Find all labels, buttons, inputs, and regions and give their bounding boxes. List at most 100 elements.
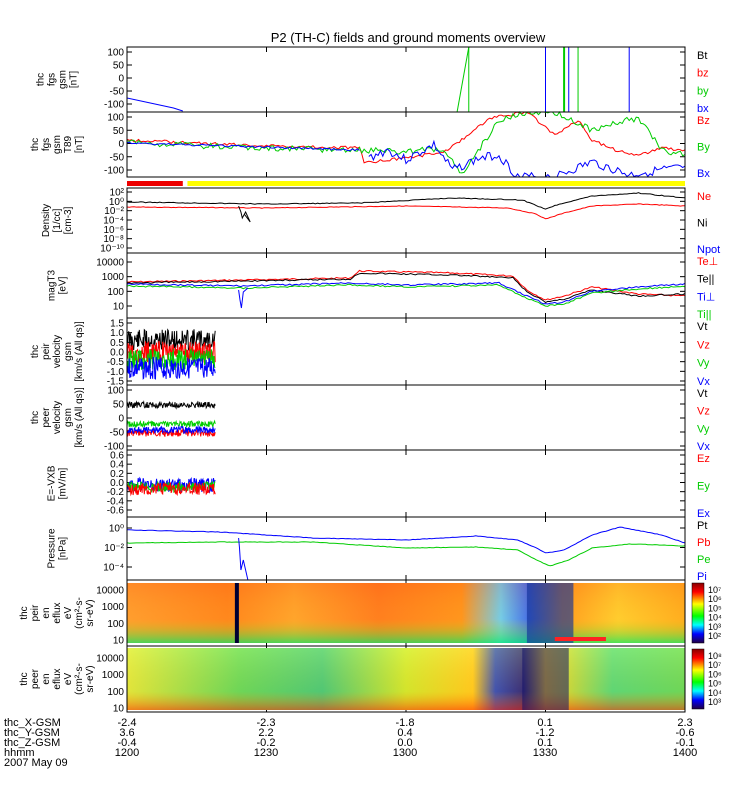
ylabel-line: en [41,607,52,618]
legend-bt: Bt [697,50,707,62]
series-pi [127,526,686,554]
legend-pi: Pi [697,571,707,583]
y-tick-label: 10⁰ [109,524,124,535]
orbit-label-z: thc_Z-GSM [4,737,60,749]
series-bx-early [126,141,360,152]
ylabel-line: sr-eV) [85,665,96,692]
ylabel-line: thc [30,411,41,424]
time-axis-value: -1.8 [396,717,415,729]
ion-spectrogram-band [554,637,606,641]
y-tick-label: -1.0 [107,367,125,378]
ylabel-line: fgs [47,73,58,86]
y-tick-label: 0 [118,139,124,150]
y-tick-label: -0.4 [107,496,125,507]
panel-1-ylabel: thcfgsgsm[nT] [36,70,80,89]
ylabel-line: Density [41,204,52,237]
ylabel-line: eflux [52,602,63,623]
legend-by: By [697,142,710,154]
series-bx [368,139,686,178]
panel-3: Density[1/cc][cm-3]10²10⁰10⁻²10⁻⁴10⁻⁶10⁻… [41,188,720,257]
time-axis-table: thc_X-GSM thc_Y-GSM thc_Z-GSM hhmm 2007 … [4,717,697,769]
panel-10: thcpeerenefluxeV(cm²-s-sr-eV)10000 1000 10… [19,646,722,715]
panel-2: thcfgsgsmT89[nT] 100 50 0 -50 -100 Bz By Bx [30,110,710,180]
ylabel-line: [nT] [69,71,80,88]
panel-8-ylabel: Pressure[nPa] [47,528,69,568]
ylabel-line: thc [36,73,47,86]
y-tick-label: 1.0 [110,328,124,339]
y-tick-label: 1000 [102,272,125,283]
time-axis-value: -2.4 [118,717,137,729]
time-axis-value: -0.2 [257,737,276,749]
y-tick-label: 10 [113,636,125,647]
ylabel-line: eV [63,673,74,686]
y-tick-label: 10000 [96,654,124,665]
series-peer-velocity [126,424,216,435]
y-tick-label: -0.6 [107,506,125,517]
series-by [126,110,686,174]
panel-4-ylabel: magT3[eV] [47,270,69,302]
legend-npot: Npot [697,244,720,256]
orbit-label-y: thc_Y-GSM [4,727,60,739]
time-axis-value: 1330 [533,747,557,759]
ylabel-line: (cm²-s- [74,597,85,629]
colorbar-tick: 10⁸ [708,651,722,661]
y-tick-label: -50 [110,87,125,98]
series-bz [126,111,686,164]
y-tick-label: 10 [113,302,125,313]
ylabel-line: fgs [41,138,52,151]
ylabel-line: peir [30,604,41,621]
colorbar-tick: 10³ [708,697,721,707]
colorbar-tick: 10⁵ [708,679,722,689]
ylabel-line: peer [30,668,41,689]
ylabel-line: [mV/m] [58,467,69,499]
y-tick-label: 100 [107,386,124,397]
y-tick-label: 1000 [102,670,125,681]
ylabel-line: gsm [58,70,69,89]
panel-frame [126,384,686,451]
ylabel-line: T89 [63,135,74,153]
legend-pt: Pt [697,520,707,532]
series-ti-par [126,283,686,307]
panel-1: thcfgsgsm[nT] 100 50 0 -50 -100 Bt bz by bx [36,46,709,115]
time-axis-value: 3.6 [119,727,134,739]
series-bx-fgs [126,97,183,112]
series-peir-velocity [126,356,216,380]
panel-6: thcpeervelocitygsm[km/s (All qs)] 100 50 0 -… [30,385,710,453]
plot-date: 2007 May 09 [4,757,68,769]
y-tick-label: -100 [104,442,124,453]
series-ne [126,203,686,220]
ylabel-line: thc [30,138,41,151]
ylabel-line: E=-VXB [47,465,58,501]
legend-vx: Vx [697,441,710,453]
colorbar-tick: 10⁶ [708,594,722,604]
panel-2-ylabel: thcfgsgsmT89[nT] [30,135,85,154]
legend-pe: Pe [697,554,710,566]
ylabel-line: sr-eV) [85,599,96,626]
y-tick-label: -0.5 [107,357,125,368]
y-tick-label: -100 [104,166,124,177]
colorbar-tick: 10⁷ [708,660,721,670]
y-tick-label: 100 [107,287,124,298]
time-axis-value: 0.4 [397,727,412,739]
ylabel-line: magT3 [47,270,58,302]
ion-spectrogram-dropout [526,583,574,643]
ylabel-line: peer [41,407,52,428]
ylabel-line: [nT] [74,136,85,153]
ylabel-line: thc [19,606,30,619]
series-ti-perp [126,281,686,305]
panel-9-ylabel: thcpeirenefluxeV(cm²-s-sr-eV) [19,597,96,629]
y-tick-label: 10000 [96,586,124,597]
ylabel-line: [cm-3] [63,206,74,234]
legend-vx: Vx [697,376,710,388]
y-tick-label: 100 [107,619,124,630]
panel-4: magT3[eV] 10000 1000 100 10 Te⊥ Te|| Ti⊥ Ti|| [47,253,718,321]
legend-ni: Ni [697,218,707,230]
y-tick-label: 50 [113,61,125,72]
time-axis-value: 1400 [673,747,697,759]
time-axis-value: -0.6 [676,727,695,739]
ylabel-line: en [41,673,52,684]
series-peir-velocity [126,340,216,364]
y-tick-label: 10⁻⁶ [103,225,124,236]
legend-vt: Vt [697,321,707,333]
panel-frame [126,111,686,178]
